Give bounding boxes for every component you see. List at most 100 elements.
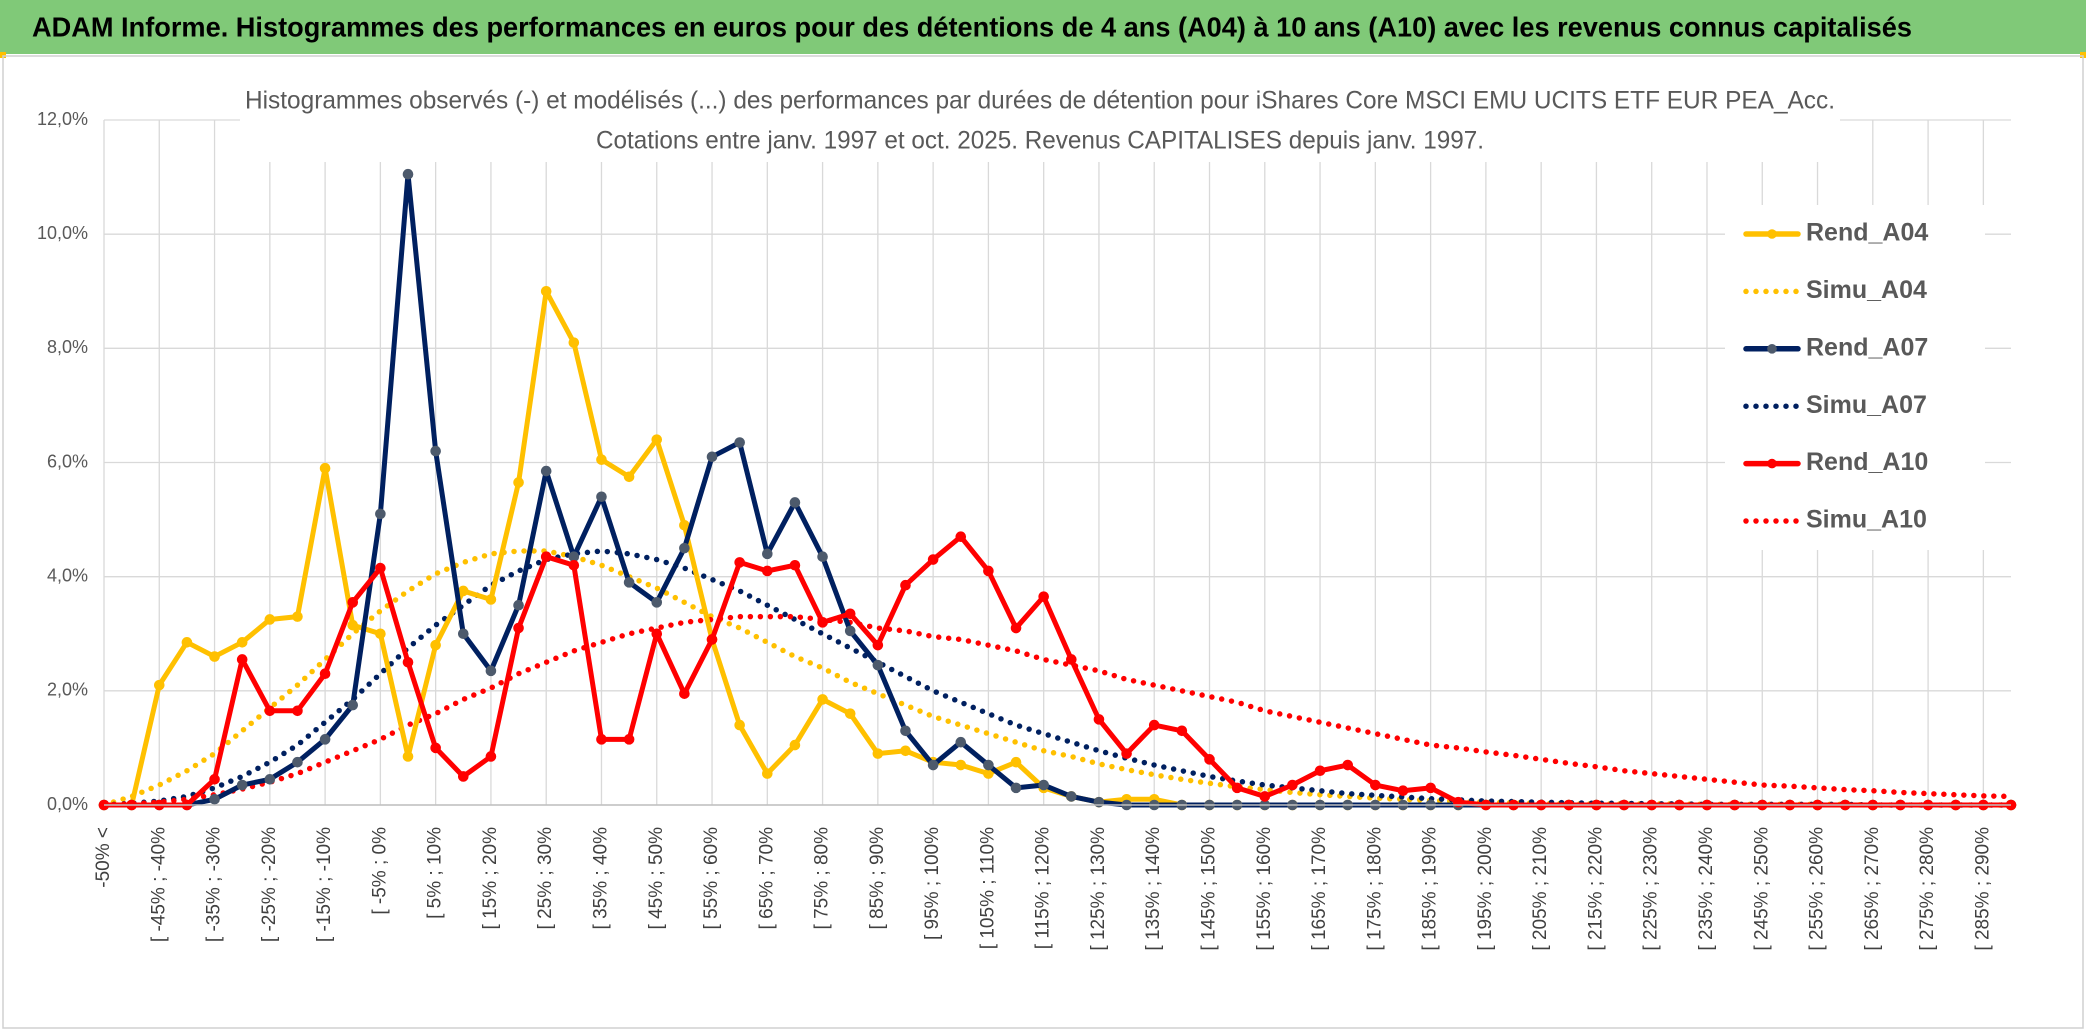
point-marker <box>1397 785 1409 797</box>
point-marker <box>679 542 690 554</box>
point-marker <box>209 793 220 805</box>
y-tick-label: 2,0% <box>47 680 88 700</box>
point-marker <box>375 508 386 520</box>
x-tick-label: [ 85% ; 90% <box>867 827 888 930</box>
point-marker <box>347 699 359 711</box>
x-tick-label: [ 225% ; 230% <box>1641 827 1662 951</box>
point-marker <box>762 565 773 577</box>
x-tick-label: [ 285% ; 290% <box>1972 827 1993 951</box>
point-marker <box>236 779 248 791</box>
x-tick-label: [ 145% ; 150% <box>1199 827 1220 951</box>
y-tick-label: 10,0% <box>37 223 88 243</box>
x-tick-label: [ 5% ; 10% <box>425 827 446 919</box>
point-marker <box>485 594 497 605</box>
corner-mark <box>2080 52 2086 58</box>
x-tick-label: [ 35% ; 40% <box>590 827 611 930</box>
point-marker <box>983 759 994 771</box>
x-tick-label: [ -35% ; -30% <box>204 827 225 942</box>
x-tick-label: [ 65% ; 70% <box>756 827 777 930</box>
point-marker <box>236 654 248 665</box>
point-marker <box>1231 782 1243 794</box>
x-tick-label: [ 165% ; 170% <box>1309 827 1330 951</box>
point-marker <box>1342 759 1353 771</box>
x-tick-label: [ 155% ; 160% <box>1254 827 1275 951</box>
point-marker <box>402 751 414 762</box>
point-marker <box>181 637 193 648</box>
point-marker <box>319 462 331 474</box>
point-marker <box>375 562 386 574</box>
x-tick-label: [ 195% ; 200% <box>1475 827 1496 951</box>
point-marker <box>540 465 552 477</box>
point-marker <box>264 705 276 717</box>
point-marker <box>1066 654 1077 665</box>
legend-marker <box>1767 458 1777 469</box>
legend: Rend_A04 Simu_A04 Rend_A07 Simu_A07 Rend_A10… <box>1743 219 1928 534</box>
point-marker <box>568 337 580 348</box>
x-tick-label: [ 185% ; 190% <box>1420 827 1441 951</box>
point-marker <box>1010 622 1022 634</box>
y-tick-label: 8,0% <box>47 337 88 357</box>
point-marker <box>762 548 773 560</box>
legend-label: Simu_A10 <box>1806 506 1927 534</box>
point-marker <box>844 708 856 719</box>
legend-label: Rend_A04 <box>1806 219 1928 247</box>
point-marker <box>955 759 967 771</box>
point-marker <box>264 774 276 785</box>
point-marker <box>596 491 607 503</box>
point-marker <box>430 639 441 651</box>
x-tick-label: [ -15% ; -10% <box>314 827 335 942</box>
point-marker <box>1010 756 1022 768</box>
point-marker <box>927 759 939 771</box>
point-marker <box>734 719 745 731</box>
point-marker <box>1066 791 1077 802</box>
point-marker <box>734 437 745 448</box>
point-marker <box>651 434 663 445</box>
point-marker <box>900 579 911 591</box>
legend-label: Rend_A10 <box>1806 448 1928 476</box>
point-marker <box>1010 782 1022 794</box>
x-tick-label: [ 235% ; 240% <box>1696 827 1717 951</box>
x-tick-label: [ 135% ; 140% <box>1143 827 1164 951</box>
point-marker <box>1038 779 1049 791</box>
point-marker <box>844 608 856 620</box>
x-tick-label: [ 15% ; 20% <box>480 827 501 930</box>
point-marker <box>817 551 828 562</box>
point-marker <box>1314 765 1326 777</box>
point-marker <box>375 628 386 640</box>
point-marker <box>430 742 441 754</box>
x-tick-label: [ 25% ; 30% <box>535 827 556 930</box>
point-marker <box>457 628 469 640</box>
point-marker <box>1259 791 1271 802</box>
legend-label: Simu_A04 <box>1806 276 1927 304</box>
point-marker <box>347 597 359 608</box>
point-marker <box>623 577 635 588</box>
point-marker <box>292 756 303 768</box>
chart-border <box>2 55 2084 1029</box>
point-marker <box>1121 748 1132 759</box>
x-tick-label: [ 45% ; 50% <box>646 827 667 930</box>
point-marker <box>264 614 276 625</box>
point-marker <box>292 611 303 622</box>
point-marker <box>872 748 884 759</box>
x-tick-label: [ 175% ; 180% <box>1364 827 1385 951</box>
point-marker <box>209 651 220 662</box>
x-tick-label: [ 205% ; 210% <box>1530 827 1551 951</box>
point-marker <box>457 771 469 782</box>
point-marker <box>236 637 248 648</box>
point-marker <box>927 554 939 565</box>
point-marker <box>651 597 663 608</box>
point-marker <box>955 736 967 748</box>
corner-mark <box>0 52 6 58</box>
model-line <box>101 613 2014 808</box>
point-marker <box>596 734 607 745</box>
chart-title: Histogrammes observés (-) et modélisés (… <box>245 87 1835 115</box>
point-marker <box>706 451 718 463</box>
point-marker <box>1287 779 1298 791</box>
legend-label: Rend_A07 <box>1806 333 1928 361</box>
point-marker <box>817 617 828 628</box>
x-tick-label: [ 245% ; 250% <box>1751 827 1772 951</box>
point-marker <box>789 739 801 751</box>
page-title: ADAM Informe. Histogrammes des performan… <box>32 11 1912 42</box>
